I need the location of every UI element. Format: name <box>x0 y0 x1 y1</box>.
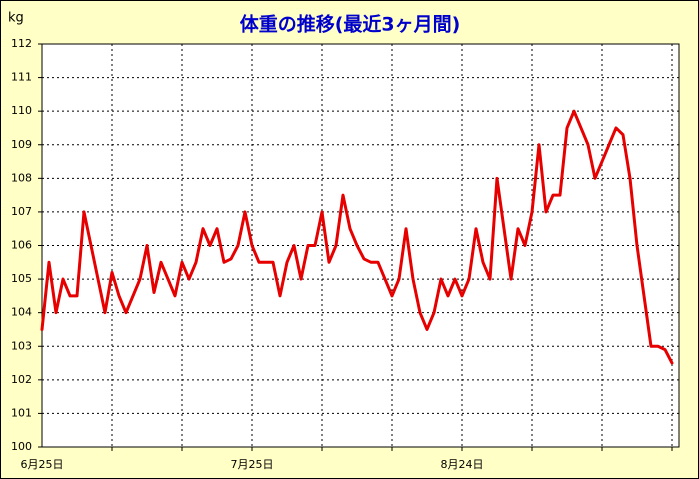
y-tick-label: 110 <box>11 104 32 117</box>
y-tick-label: 103 <box>11 339 32 352</box>
y-tick-label: 100 <box>11 440 32 453</box>
y-tick-label: 105 <box>11 272 32 285</box>
x-tick-label: 7月25日 <box>231 458 274 471</box>
y-tick-label: 109 <box>11 138 32 151</box>
weight-line <box>40 109 674 365</box>
y-tick-label: 101 <box>11 406 32 419</box>
y-tick-label: 106 <box>11 239 32 252</box>
y-axis-unit: kg <box>8 11 24 26</box>
chart-title: 体重の推移(最近3ヶ月間) <box>240 13 461 36</box>
y-tick-label: 107 <box>11 205 32 218</box>
x-tick-label: 8月24日 <box>441 458 484 471</box>
y-tick-label: 108 <box>11 171 32 184</box>
y-tick-label: 104 <box>11 306 32 319</box>
x-tick-label: 6月25日 <box>21 458 64 471</box>
y-tick-label: 111 <box>11 71 32 84</box>
y-tick-label: 112 <box>11 37 32 50</box>
y-tick-label: 102 <box>11 373 32 386</box>
